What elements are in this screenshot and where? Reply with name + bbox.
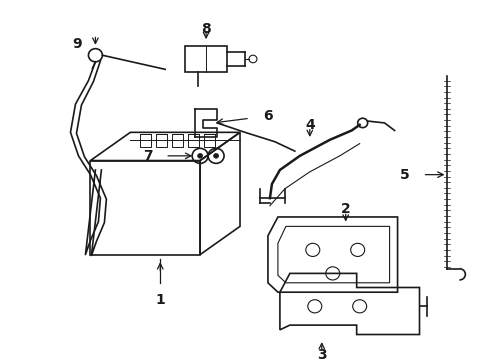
Text: 9: 9 xyxy=(72,37,81,51)
Text: 4: 4 xyxy=(305,118,315,132)
Text: 8: 8 xyxy=(201,22,211,36)
Text: 7: 7 xyxy=(143,149,152,163)
Circle shape xyxy=(197,153,203,158)
Text: 1: 1 xyxy=(155,293,165,307)
Text: 2: 2 xyxy=(341,202,350,216)
Text: 5: 5 xyxy=(400,168,410,182)
Circle shape xyxy=(214,153,219,158)
Text: 6: 6 xyxy=(263,109,272,123)
Text: 3: 3 xyxy=(317,348,327,360)
